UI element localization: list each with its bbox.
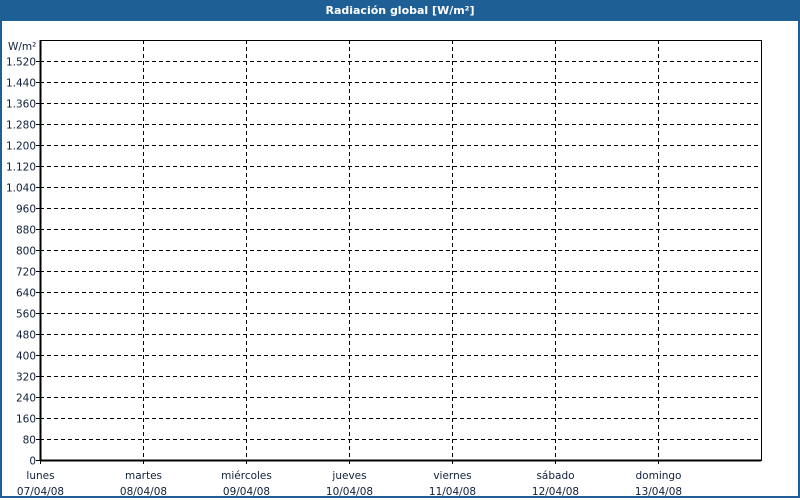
x-tick-day: domingo (636, 470, 682, 482)
x-tick-day: miércoles (221, 470, 272, 482)
y-tick-label: 880 (16, 225, 36, 237)
y-axis-label: W/m² (8, 41, 36, 53)
y-tick-label: 720 (16, 267, 36, 279)
y-tick-label: 0 (29, 456, 36, 468)
y-tick-label: 1.440 (6, 78, 36, 90)
y-tick-label: 560 (16, 309, 36, 321)
y-tick-label: 640 (16, 288, 36, 300)
y-tick-label: 1.280 (6, 120, 36, 132)
y-tick-label: 400 (16, 351, 36, 363)
y-tick-label: 1.120 (6, 162, 36, 174)
x-tick-date: 11/04/08 (429, 486, 476, 498)
x-tick-date: 13/04/08 (635, 486, 682, 498)
x-tick-date: 08/04/08 (120, 486, 167, 498)
window-title: Radiación global [W/m²] (0, 0, 800, 21)
x-tick-day: sábado (536, 470, 574, 482)
y-tick-label: 1.360 (6, 99, 36, 111)
x-tick-date: 10/04/08 (326, 486, 373, 498)
y-tick-label: 800 (16, 246, 36, 258)
x-tick-day: martes (125, 470, 162, 482)
y-tick-label: 480 (16, 330, 36, 342)
y-tick-label: 1.040 (6, 183, 36, 195)
x-tick-day: viernes (433, 470, 471, 482)
y-tick-label: 1.200 (6, 141, 36, 153)
y-tick-label: 1.520 (6, 57, 36, 69)
y-tick-label: 160 (16, 414, 36, 426)
x-tick-date: 07/04/08 (17, 486, 64, 498)
y-tick-label: 240 (16, 393, 36, 405)
x-tick-date: 12/04/08 (532, 486, 579, 498)
x-tick-day: lunes (26, 470, 54, 482)
y-tick-label: 320 (16, 372, 36, 384)
y-tick-label: 80 (23, 435, 36, 447)
x-tick-date: 09/04/08 (223, 486, 270, 498)
y-tick-label: 960 (16, 204, 36, 216)
x-tick-day: jueves (331, 470, 366, 482)
